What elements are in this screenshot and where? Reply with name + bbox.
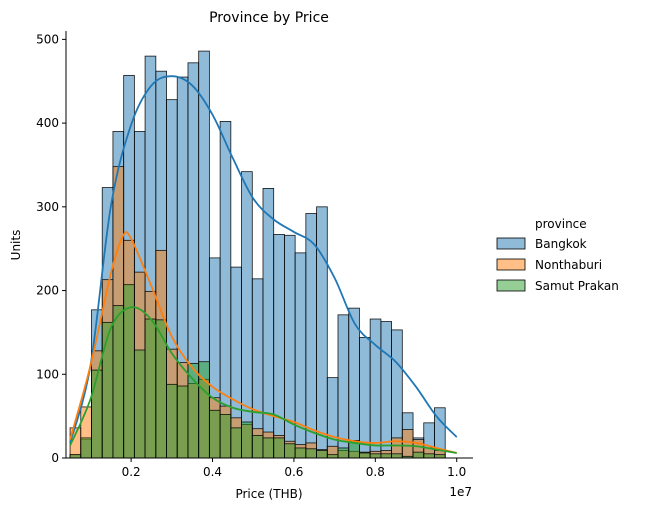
bar-samut-prakan-20 bbox=[284, 443, 296, 459]
bar-samut-prakan-28 bbox=[369, 453, 382, 459]
bar-samut-prakan-15 bbox=[230, 427, 242, 459]
bar-samut-prakan-21 bbox=[294, 447, 307, 459]
bar-bangkok-18 bbox=[262, 188, 275, 459]
bar-samut-prakan-13 bbox=[208, 409, 221, 459]
chart-title: Province by Price bbox=[209, 10, 329, 26]
bar-bangkok-26 bbox=[348, 307, 360, 459]
bar-samut-prakan-30 bbox=[391, 453, 403, 459]
y-tick-label-0: 0 bbox=[51, 451, 59, 465]
bar-samut-prakan-10 bbox=[176, 385, 189, 459]
y-tick-label-400: 400 bbox=[36, 116, 59, 130]
bar-samut-prakan-23 bbox=[316, 450, 328, 459]
y-axis-label: Units bbox=[9, 230, 23, 261]
bar-samut-prakan-17 bbox=[251, 434, 264, 459]
bar-samut-prakan-3 bbox=[101, 321, 114, 459]
x-axis-offset-label: 1e7 bbox=[449, 485, 472, 499]
bar-samut-prakan-27 bbox=[359, 452, 371, 459]
bar-samut-prakan-33 bbox=[423, 453, 435, 459]
legend-label-nonthaburi: Nonthaburi bbox=[535, 258, 602, 272]
bar-bangkok-27 bbox=[359, 337, 371, 459]
bar-samut-prakan-22 bbox=[305, 448, 317, 459]
bar-samut-prakan-2 bbox=[91, 369, 103, 459]
axes-layer: 0 100 200 300 400 500 0.2 0.4 0.6 0.8 1.0 bbox=[36, 31, 473, 479]
x-tick-label-3: 0.8 bbox=[366, 465, 385, 479]
bar-bangkok-25 bbox=[337, 314, 350, 459]
legend-swatch-samut-prakan bbox=[496, 279, 526, 292]
legend-swatch-bangkok bbox=[496, 237, 526, 250]
bar-samut-prakan-1 bbox=[80, 437, 92, 459]
legend-label-samut-prakan: Samut Prakan bbox=[535, 279, 619, 293]
bar-samut-prakan-9 bbox=[166, 383, 178, 459]
bar-nonthaburi-31 bbox=[401, 429, 414, 459]
bar-samut-prakan-29 bbox=[380, 453, 393, 459]
bar-samut-prakan-6 bbox=[133, 349, 146, 459]
y-tick-label-300: 300 bbox=[36, 200, 59, 214]
bar-bangkok-23 bbox=[316, 206, 328, 459]
x-tick-label-0: 0.2 bbox=[122, 465, 141, 479]
bar-samut-prakan-0 bbox=[69, 454, 82, 459]
bars-layer bbox=[69, 50, 446, 459]
bar-bangkok-29 bbox=[380, 321, 393, 459]
bar-samut-prakan-4 bbox=[112, 305, 125, 459]
y-tick-label-100: 100 bbox=[36, 367, 59, 381]
x-tick-label-2: 0.6 bbox=[284, 465, 303, 479]
legend: province Bangkok Nonthaburi Samut Prakan bbox=[496, 217, 619, 293]
bar-bangkok-16 bbox=[241, 171, 253, 459]
bar-samut-prakan-25 bbox=[337, 447, 350, 459]
kde-line-samut-prakan bbox=[69, 306, 457, 454]
kde-line-bangkok bbox=[69, 75, 458, 444]
y-tick-label-500: 500 bbox=[36, 32, 59, 46]
legend-label-bangkok: Bangkok bbox=[535, 237, 587, 251]
x-axis-label: Price (THB) bbox=[235, 487, 302, 501]
x-tick-label-1: 0.4 bbox=[203, 465, 222, 479]
bar-bangkok-19 bbox=[273, 234, 285, 459]
bar-samut-prakan-14 bbox=[219, 414, 232, 459]
kde-layer bbox=[69, 75, 458, 454]
bar-samut-prakan-24 bbox=[326, 454, 339, 459]
bar-samut-prakan-18 bbox=[262, 437, 275, 459]
bar-bangkok-28 bbox=[369, 318, 382, 459]
bar-samut-prakan-32 bbox=[412, 451, 425, 459]
legend-swatch-nonthaburi bbox=[496, 258, 526, 271]
legend-title: province bbox=[535, 217, 587, 231]
bar-samut-prakan-19 bbox=[273, 437, 285, 459]
bar-samut-prakan-34 bbox=[434, 454, 446, 459]
bar-samut-prakan-5 bbox=[123, 284, 135, 459]
x-tick-label-4: 1.0 bbox=[447, 465, 466, 479]
bar-samut-prakan-7 bbox=[144, 318, 157, 459]
bar-bangkok-22 bbox=[305, 213, 317, 459]
bar-samut-prakan-11 bbox=[187, 362, 200, 459]
y-tick-label-200: 200 bbox=[36, 284, 59, 298]
bar-samut-prakan-16 bbox=[241, 421, 253, 459]
kde-line-nonthaburi bbox=[69, 231, 457, 454]
